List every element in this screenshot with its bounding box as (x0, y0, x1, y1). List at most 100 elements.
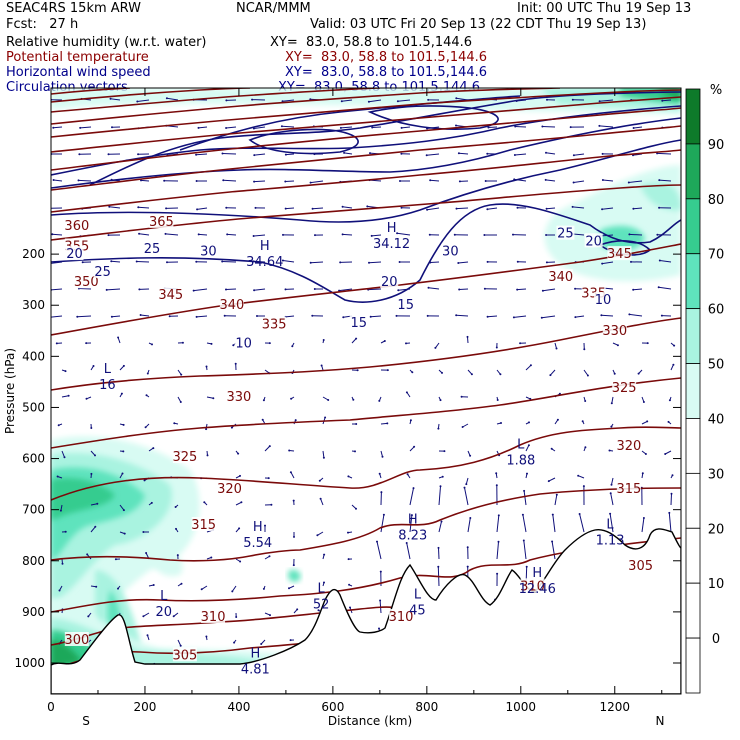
circulation-vector-head (521, 513, 524, 516)
init-label: Init: 00 UTC Thu 19 Sep 13 (517, 1, 692, 16)
circulation-vector (397, 232, 411, 236)
circulation-vector-head (529, 364, 532, 367)
circulation-vector-head (146, 372, 149, 375)
circulation-vector-head (671, 474, 674, 477)
circulation-vector (227, 233, 237, 236)
circulation-vector-head (397, 289, 400, 292)
theta-label: 340 (219, 298, 244, 313)
circulation-vector (551, 541, 556, 560)
x-axis-title: Distance (km) (328, 714, 412, 728)
circulation-vector-head (601, 152, 604, 155)
circulation-vector (226, 126, 237, 129)
circulation-vector-head (117, 336, 120, 339)
circulation-vector-head (109, 97, 112, 100)
circulation-vector (633, 207, 643, 210)
circulation-vector-head (151, 343, 153, 346)
circulation-vector (515, 126, 527, 128)
theta-label: 360 (64, 219, 89, 234)
circulation-vector-head (371, 126, 374, 129)
circulation-vector (223, 179, 237, 182)
circulation-vector (573, 153, 585, 156)
circulation-vector (165, 233, 179, 236)
circulation-vector (542, 126, 556, 128)
circulation-vector (462, 423, 469, 428)
circulation-vector-head (256, 315, 258, 317)
circulation-vector-head (122, 423, 125, 426)
circulation-vector (548, 477, 556, 482)
circulation-vector-head (195, 153, 198, 156)
theta-label: 315 (191, 518, 216, 533)
circulation-vector (166, 97, 179, 101)
circulation-vector-head (347, 558, 350, 561)
circulation-vector-head (437, 546, 440, 549)
circulation-vector-head (230, 426, 233, 429)
circulation-vector-head (55, 342, 58, 345)
circulation-vector-head (368, 261, 370, 264)
theta-label: 330 (602, 324, 627, 339)
y-tick-label: 400 (22, 349, 45, 363)
circulation-vector (465, 477, 469, 485)
circulation-vector-head (601, 262, 604, 265)
circulation-vector-head (212, 397, 215, 400)
colorbar-tick-label: 20 (708, 522, 725, 537)
circulation-vector (523, 540, 527, 560)
colorbar-tick-label: 10 (708, 577, 725, 592)
circulation-vector-head (222, 179, 225, 182)
x-tick-label: 1000 (506, 700, 537, 714)
circulation-vector-head (487, 126, 490, 129)
circulation-vector-head (269, 614, 271, 617)
extremum-letter: H (253, 520, 263, 535)
field-rh-name: Relative humidity (w.r.t. water) (6, 35, 207, 50)
circulation-vector-head (664, 453, 667, 455)
theta-label-bg (219, 297, 244, 312)
colorbar-unit: % (710, 83, 722, 98)
circulation-vector-head (572, 181, 575, 184)
wind-label: 15 (397, 298, 414, 313)
circulation-vector-head (107, 153, 110, 156)
wind-speed-contour-6 (248, 128, 359, 155)
circulation-vector-head (95, 585, 98, 588)
circulation-vector-head (405, 542, 408, 544)
circulation-vector-head (616, 344, 619, 347)
wind-label: 25 (94, 265, 111, 280)
circulation-vector-head (165, 97, 168, 100)
circulation-vector-head (457, 152, 460, 155)
circulation-vector (254, 288, 266, 291)
circulation-vector-head (586, 374, 589, 377)
circulation-vector-head (138, 232, 141, 235)
circulation-vector (670, 493, 672, 506)
theta-label: 345 (158, 288, 183, 303)
y-tick-label: 300 (22, 298, 45, 312)
circulation-vector (550, 369, 556, 376)
circulation-vector (401, 126, 411, 129)
circulation-vector-head (412, 487, 415, 490)
circulation-vector-head (667, 420, 670, 423)
theta-label-bg (389, 609, 414, 624)
colorbar-tick-label: 40 (708, 412, 725, 427)
rh-shade-15 (51, 88, 681, 115)
circulation-vector-head (175, 527, 177, 530)
theta-contour-2 (51, 487, 681, 562)
circulation-vector-head (369, 152, 371, 155)
circulation-vector (201, 585, 208, 590)
circulation-vector-head (280, 125, 283, 128)
circulation-vector (320, 498, 324, 506)
circulation-vector-head (574, 287, 577, 290)
circulation-vector-head (516, 260, 519, 263)
circulation-vector (664, 450, 672, 455)
circulation-vector-head (270, 503, 273, 506)
colorbar-bin (685, 637, 701, 694)
theta-label-bg (149, 213, 174, 228)
circulation-vector-head (486, 315, 489, 318)
circulation-vector (111, 260, 121, 263)
extremum-letter: L (414, 588, 422, 603)
wind-label: 30 (200, 245, 217, 260)
circulation-vector-head (571, 98, 574, 101)
circulation-vector-head (551, 540, 554, 543)
theta-label-bg (201, 609, 226, 624)
circulation-vector-head (90, 472, 93, 475)
circulation-vector-head (406, 473, 409, 476)
circulation-vector (370, 315, 382, 318)
circulation-vector-head (174, 506, 177, 508)
circulation-vector (143, 612, 150, 617)
